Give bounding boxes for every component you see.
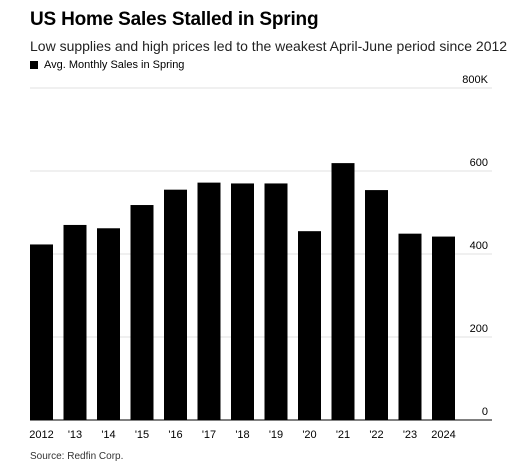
legend: Avg. Monthly Sales in Spring: [30, 59, 184, 71]
bar: [231, 183, 254, 420]
x-tick-label: '17: [202, 429, 216, 441]
x-tick-label: '22: [369, 429, 383, 441]
x-tick-label: '21: [336, 429, 350, 441]
legend-label: Avg. Monthly Sales in Spring: [44, 59, 185, 71]
x-tick-label: '23: [403, 429, 417, 441]
x-tick-label: 2012: [29, 429, 53, 441]
x-tick-label: '14: [101, 429, 115, 441]
x-tick-label: '19: [269, 429, 283, 441]
bar: [432, 236, 455, 420]
x-tick-label: '13: [68, 429, 82, 441]
x-tick-label: '16: [168, 429, 182, 441]
chart-subtitle: Low supplies and high prices led to the …: [30, 38, 508, 54]
bar: [365, 190, 388, 420]
x-tick-label: '15: [135, 429, 149, 441]
source-note: Source: Redfin Corp.: [30, 451, 124, 462]
x-tick-label: '18: [235, 429, 249, 441]
y-tick-label: 200: [470, 323, 488, 335]
legend-swatch: [30, 61, 38, 69]
bar: [63, 224, 87, 420]
y-tick-label: 600: [470, 157, 488, 169]
y-tick-label: 800K: [462, 74, 488, 86]
y-tick-label: 0: [482, 406, 488, 418]
bar: [130, 205, 154, 420]
bar: [97, 228, 120, 420]
chart-title: US Home Sales Stalled in Spring: [30, 9, 319, 30]
bar: [398, 233, 422, 420]
bar: [331, 163, 355, 421]
x-tick-label: '20: [302, 429, 316, 441]
bar: [298, 231, 321, 420]
bar: [164, 189, 187, 420]
y-tick-label: 400: [470, 240, 488, 252]
bar: [197, 182, 221, 420]
bar: [30, 244, 53, 420]
x-tick-label: 2024: [431, 429, 455, 441]
bar: [264, 183, 288, 420]
